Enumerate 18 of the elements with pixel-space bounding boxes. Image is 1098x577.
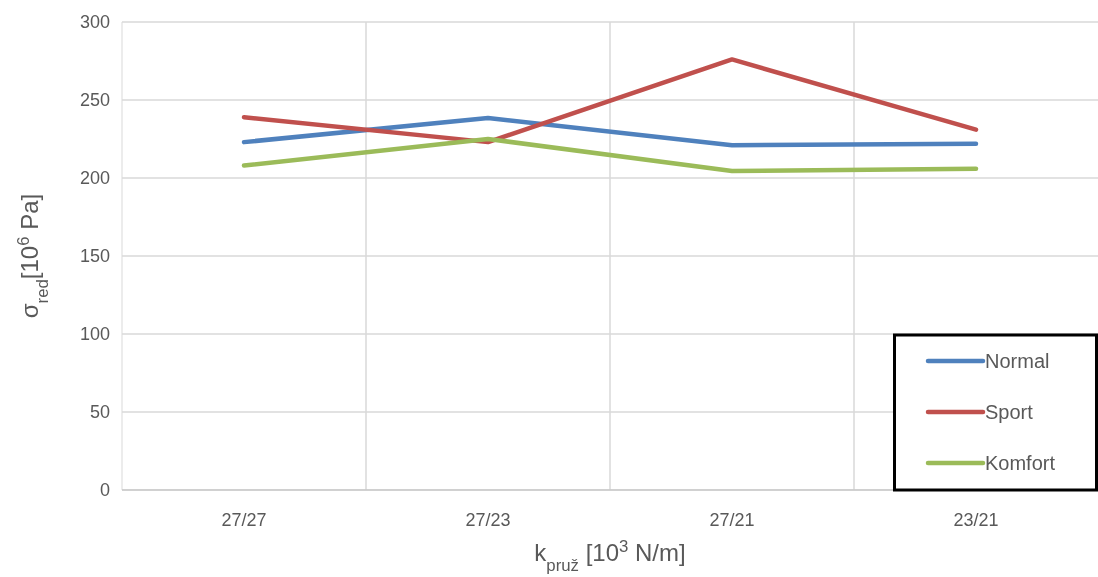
line-series [241,115,979,148]
x-tick-label: 27/27 [221,510,267,530]
x-axis-title: k$_{pruž}$ [10$^{3}$ N/m] [534,536,686,575]
legend-label: Normal [985,350,1050,372]
legend-label: Sport [985,401,1034,423]
legend-label: Komfort [985,452,1056,474]
line-series [241,57,979,145]
y-tick-label: 100 [79,324,110,345]
y-tick-label: 250 [79,90,110,111]
x-tick-label: 27/21 [709,510,755,530]
y-tick-label: 150 [79,246,110,267]
y-tick-label: 300 [79,12,110,33]
y-tick-label: 50 [89,402,110,423]
y-tick-label: 0 [99,480,110,501]
y-tick-label: 200 [79,168,110,189]
x-tick-label: 27/23 [465,510,511,530]
line-series [241,136,979,174]
x-tick-label: 23/21 [953,510,999,530]
